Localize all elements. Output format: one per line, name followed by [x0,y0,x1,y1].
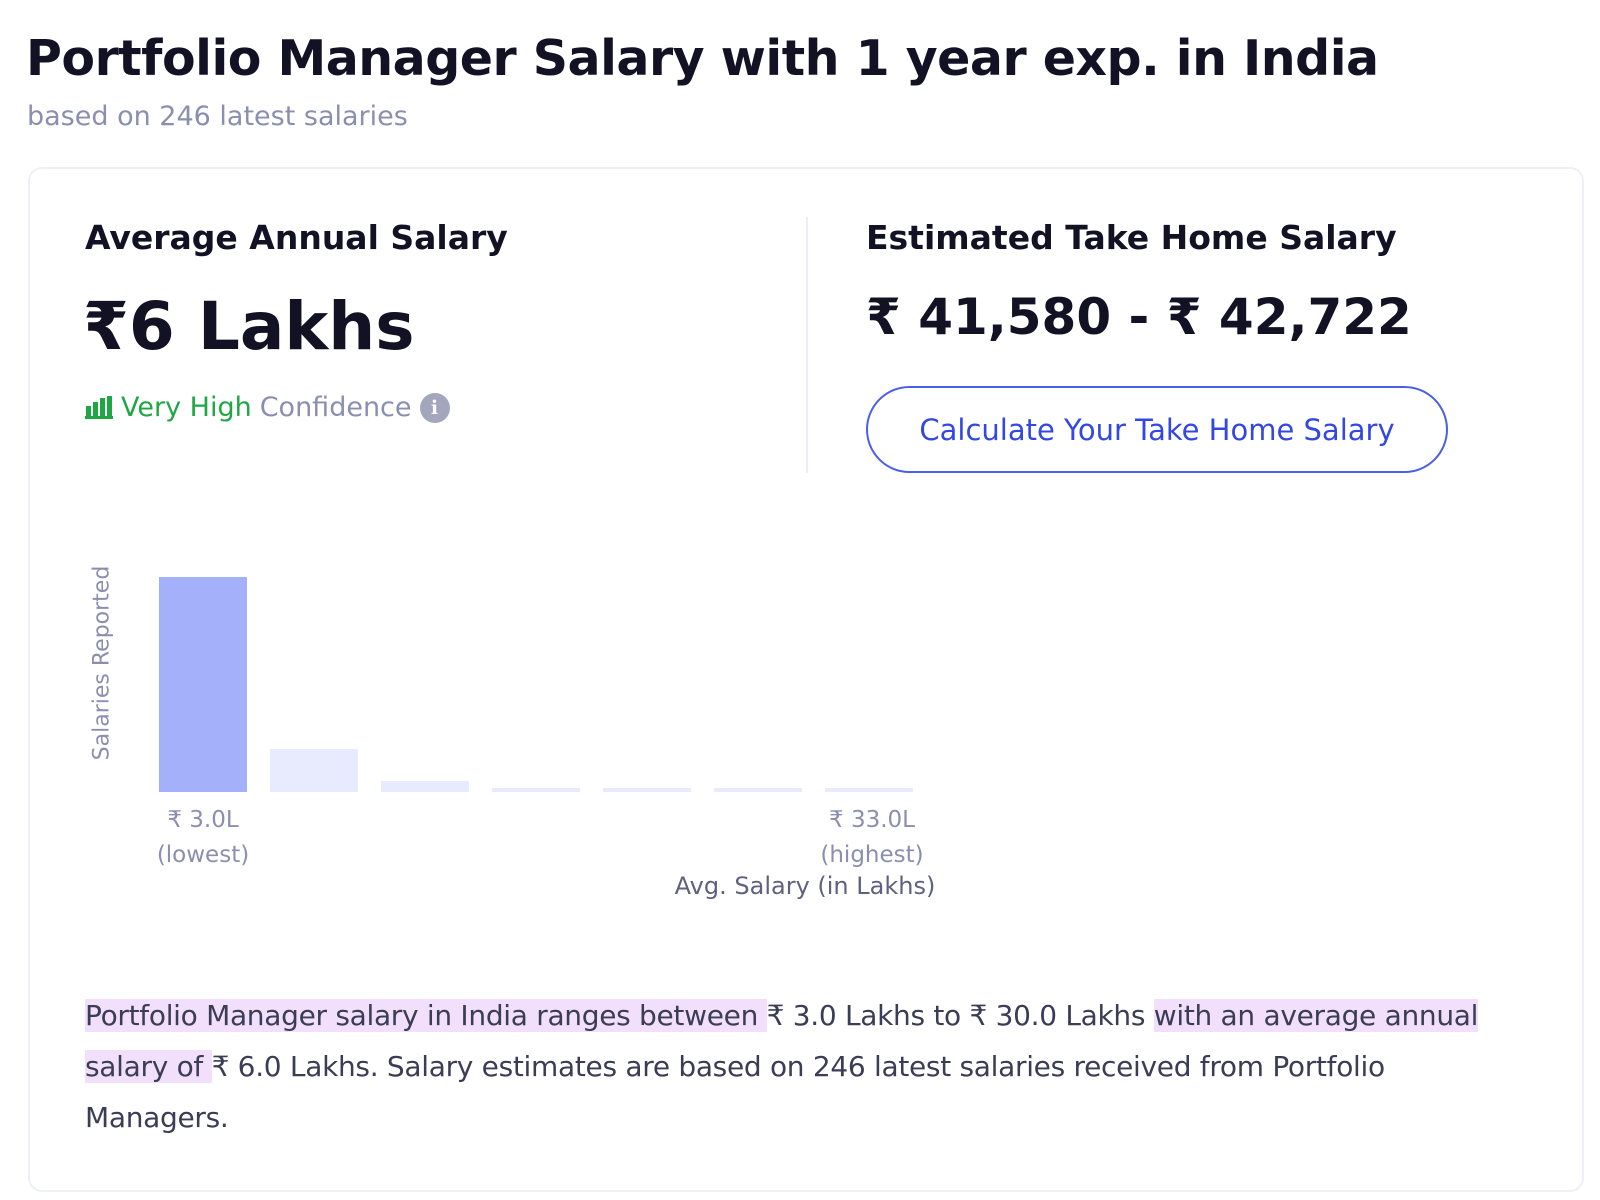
take-home-label: Estimated Take Home Salary [866,218,1397,257]
chart-bar [159,577,247,792]
chart-bar [603,787,691,792]
chart-tick-highest: ₹ 33.0L (highest) [820,803,923,873]
page-title: Portfolio Manager Salary with 1 year exp… [26,30,1379,87]
chart-bar [714,787,802,792]
calculate-take-home-button[interactable]: Calculate Your Take Home Salary [866,386,1448,473]
confidence-indicator: Very High Confidence i [85,392,450,423]
chart-bar [381,781,469,792]
salary-description: Portfolio Manager salary in India ranges… [85,990,1535,1143]
average-salary-value: ₹6 Lakhs [83,288,415,365]
tick-highest-value: ₹ 33.0L [829,807,915,833]
description-range: ₹ 3.0 Lakhs to ₹ 30.0 Lakhs [766,999,1154,1032]
chart-bar [825,787,913,792]
description-highlight-1: Portfolio Manager salary in India ranges… [85,999,767,1032]
description-average: ₹ 6.0 Lakhs. Salary estimates are based … [85,1050,1385,1134]
chart-bar [270,749,358,792]
confidence-level: Very High [121,392,252,423]
page-subtitle: based on 246 latest salaries [27,101,408,132]
tick-lowest-value: ₹ 3.0L [167,807,239,833]
take-home-value: ₹ 41,580 - ₹ 42,722 [866,288,1412,346]
confidence-bars-icon [85,395,113,419]
chart-tick-lowest: ₹ 3.0L (lowest) [157,803,249,873]
section-divider [806,217,808,473]
tick-lowest-note: (lowest) [156,842,250,868]
info-icon[interactable]: i [419,392,450,423]
confidence-label: Confidence [259,392,412,423]
chart-x-axis-label: Avg. Salary (in Lakhs) [674,872,936,900]
average-salary-label: Average Annual Salary [85,218,508,257]
chart-y-axis-label: Salaries Reported [89,565,115,761]
tick-highest-note: (highest) [820,842,924,868]
chart-bar [492,787,580,792]
